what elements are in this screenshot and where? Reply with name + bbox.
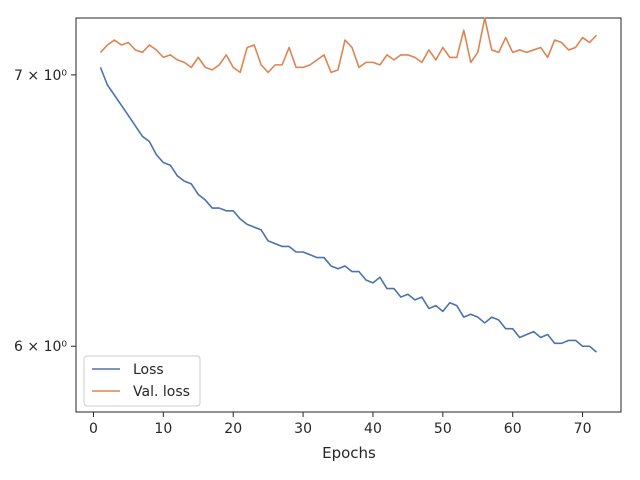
y-tick-label: 6 × 10⁰ — [14, 339, 67, 355]
x-tick-label: 20 — [224, 421, 242, 437]
x-tick-label: 30 — [294, 421, 312, 437]
legend-label-loss: Loss — [133, 362, 164, 378]
series-line-loss — [99, 67, 598, 353]
legend: Loss Val. loss — [83, 355, 201, 407]
series-line-val-loss — [99, 17, 598, 74]
x-tick-label: 60 — [504, 421, 522, 437]
x-tick-label: 50 — [434, 421, 452, 437]
x-axis-title: Epochs — [322, 444, 376, 462]
x-tick-label: 40 — [364, 421, 382, 437]
series-layer — [99, 17, 598, 353]
plot-area — [75, 17, 622, 413]
y-tick-label: 7 × 10⁰ — [14, 68, 67, 84]
x-tick-label: 10 — [154, 421, 172, 437]
legend-label-val-loss: Val. loss — [133, 384, 190, 400]
x-axis-ticks: 0 10 20 30 40 50 60 70 — [89, 412, 591, 437]
y-axis-ticks: 6 × 10⁰ 7 × 10⁰ — [14, 68, 76, 355]
x-tick-label: 70 — [574, 421, 592, 437]
x-tick-label: 0 — [89, 421, 98, 437]
